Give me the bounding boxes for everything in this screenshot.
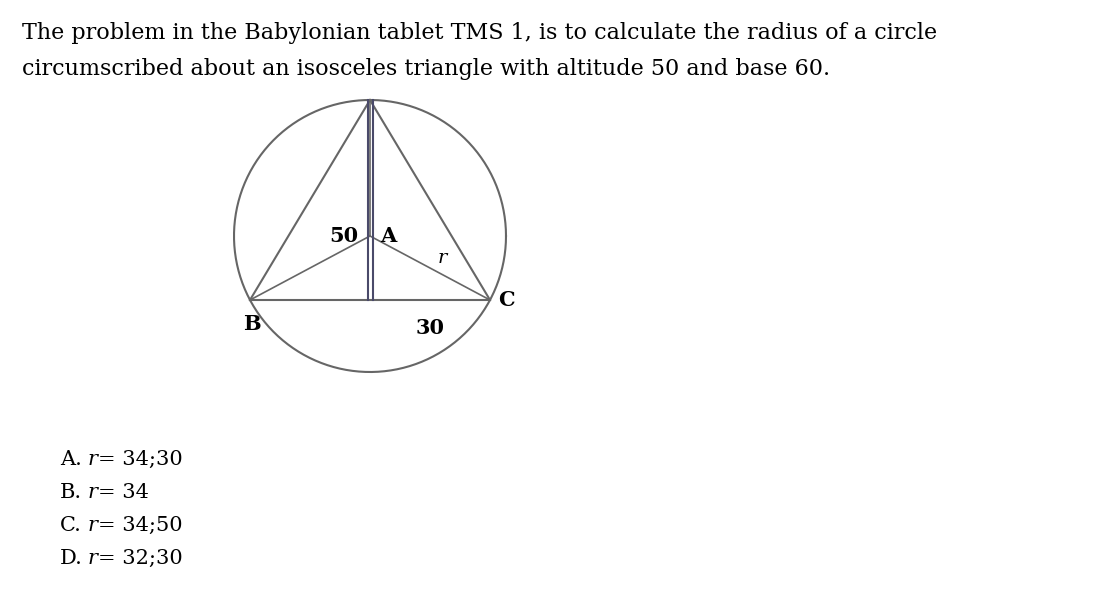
Text: r: r (88, 450, 98, 469)
Text: = 34;30: = 34;30 (98, 450, 182, 469)
Text: r: r (88, 549, 98, 568)
Text: = 34;50: = 34;50 (98, 516, 182, 535)
Text: D.: D. (60, 549, 83, 568)
Text: B: B (244, 314, 260, 334)
Text: r: r (88, 483, 98, 502)
Text: r: r (88, 516, 98, 535)
Text: A: A (380, 226, 396, 246)
Text: A.: A. (60, 450, 82, 469)
Text: C: C (498, 290, 514, 310)
Text: = 32;30: = 32;30 (98, 549, 182, 568)
Text: r: r (438, 249, 447, 267)
Text: The problem in the Babylonian tablet TMS 1, is to calculate the radius of a circ: The problem in the Babylonian tablet TMS… (22, 22, 937, 44)
Text: = 34: = 34 (98, 483, 149, 502)
Text: B.: B. (60, 483, 82, 502)
Text: C.: C. (60, 516, 82, 535)
Text: 30: 30 (416, 318, 445, 338)
Text: circumscribed about an isosceles triangle with altitude 50 and base 60.: circumscribed about an isosceles triangl… (22, 58, 831, 80)
Text: 50: 50 (329, 226, 358, 246)
